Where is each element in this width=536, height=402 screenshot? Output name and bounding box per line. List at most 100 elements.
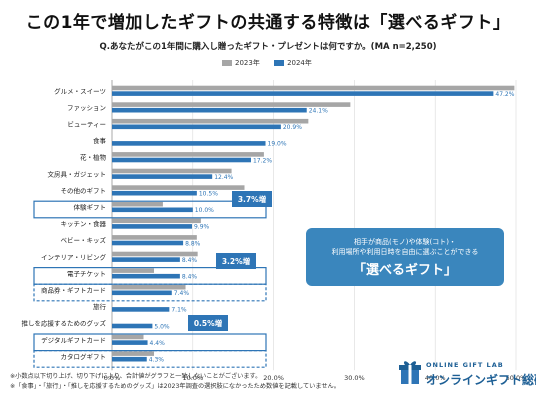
x-tick-label: 0.0%	[104, 374, 121, 382]
highlight-box	[33, 200, 267, 219]
x-tick-label: 30.0%	[344, 374, 365, 382]
category-label: ファッション	[67, 104, 106, 112]
legend-swatch-2024	[274, 60, 285, 66]
bar-2023	[112, 185, 245, 190]
category-label: 文房具・ガジェット	[48, 169, 107, 178]
footnote-1: ※小数点以下切り上げ、切り下げにより、合計値がグラフと一致しないことがございます…	[10, 373, 262, 380]
gift-box-icon	[399, 361, 421, 384]
increase-badge-label: 3.2%増	[222, 256, 251, 266]
x-tick-label: 40.0%	[425, 374, 446, 382]
bar-2023	[112, 235, 197, 240]
callout-box: 相手が商品(モノ)や体験(コト)・ 利用場所や利用日時を自由に選ぶことができる …	[306, 228, 504, 286]
highlight-box	[33, 283, 267, 302]
value-label-2024: 47.2%	[495, 91, 514, 98]
increase-badge	[232, 191, 272, 207]
value-label-2024: 12.4%	[214, 174, 233, 181]
bar-2024	[112, 207, 193, 213]
bar-2024	[112, 157, 251, 163]
category-label: デジタルギフトカード	[41, 335, 106, 344]
bar-2023	[112, 334, 144, 340]
callout-line-2: 利用場所や利用日時を自由に選ぶことができる	[331, 247, 479, 256]
bar-2024	[112, 240, 184, 246]
bar-2024	[112, 190, 197, 196]
category-label: 商品券・ギフトカード	[41, 286, 106, 295]
bar-2023	[112, 201, 163, 207]
value-label-2024: 8.8%	[185, 240, 201, 247]
value-label-2024: 9.9%	[194, 224, 210, 231]
page-title: この1年で増加したギフトの共通する特徴は「選べるギフト」	[25, 13, 511, 33]
increase-badge-label: 0.5%増	[194, 318, 223, 328]
value-label-2024: 5.0%	[154, 323, 170, 330]
bar-2023	[112, 251, 198, 257]
callout-line-1: 相手が商品(モノ)や体験(コト)・	[354, 237, 456, 246]
category-label: 旅行	[93, 302, 107, 311]
bar-2024	[112, 141, 266, 146]
legend-item-2024: 2024年	[274, 58, 312, 68]
category-label: 電子チケット	[67, 270, 106, 278]
value-label-2024: 19.0%	[268, 141, 287, 148]
value-label-2024: 24.1%	[309, 108, 328, 115]
logo-title: オンラインギフト総研	[426, 373, 536, 387]
value-label-2024: 7.1%	[171, 307, 187, 314]
bar-2023	[112, 218, 201, 224]
bar-2024	[112, 124, 281, 130]
x-tick-label: 10.0%	[182, 374, 203, 382]
value-label-2024: 17.2%	[253, 157, 272, 164]
legend-label-2024: 2024年	[287, 59, 312, 67]
bar-2023	[112, 85, 515, 91]
bar-2023	[112, 168, 232, 174]
highlight-box	[33, 350, 267, 368]
category-label: 体験ギフト	[74, 203, 107, 212]
value-label-2024: 8.4%	[182, 274, 198, 281]
legend-swatch-2023	[222, 60, 232, 66]
bar-2024	[112, 290, 172, 296]
bar-2024	[112, 273, 180, 279]
footnotes: ※小数点以下切り上げ、切り下げにより、合計値がグラフと一致しないことがございます…	[10, 372, 340, 392]
increase-badge	[216, 253, 256, 269]
legend-item-2023: 2023年	[222, 58, 260, 68]
category-label: 花・植物	[80, 153, 107, 162]
value-label-2024: 8.4%	[182, 257, 198, 264]
category-label: グルメ・スイーツ	[54, 86, 106, 95]
x-tick-label: 20.0%	[263, 374, 284, 382]
category-label: インテリア・リビング	[41, 252, 107, 261]
logo-subtitle: ONLINE GIFT LAB	[426, 361, 504, 369]
category-label: 推しを応援するためのグッズ	[22, 319, 107, 328]
bar-2024	[112, 307, 170, 312]
category-label: ベビー・キッズ	[61, 236, 107, 245]
category-label: キッチン・食器	[61, 219, 107, 228]
bar-2023	[112, 118, 309, 124]
value-label-2024: 20.9%	[283, 124, 302, 131]
footnote-2: ※「食事」・「旅行」・「推しを応援するためのグッズ」は2023年調査の選択肢にな…	[10, 383, 340, 390]
value-label-2024: 4.4%	[150, 340, 166, 347]
category-label: カタログギフト	[61, 352, 107, 361]
bar-2024	[112, 323, 153, 329]
bar-2023	[112, 152, 264, 157]
bar-2024	[112, 224, 192, 229]
value-label-2024: 7.4%	[174, 290, 190, 297]
bar-2024	[112, 340, 148, 345]
chart-legend: 2023年 2024年	[222, 58, 324, 68]
x-tick-label: 50.0%	[506, 374, 527, 382]
increase-badge	[188, 315, 228, 331]
category-label: ビューティー	[67, 120, 106, 129]
bar-2023	[112, 102, 351, 107]
value-label-2024: 10.5%	[199, 191, 218, 198]
brand-logo: ONLINE GIFT LAB オンラインギフト総研	[398, 355, 536, 395]
value-label-2024: 4.3%	[149, 357, 165, 364]
bar-2024	[112, 257, 180, 262]
bar-2024	[112, 174, 213, 179]
category-label: 食事	[93, 136, 107, 145]
value-label-2024: 10.0%	[195, 207, 214, 214]
callout-line-3: 「選べるギフト」	[352, 262, 457, 278]
bar-2023	[112, 284, 186, 290]
bar-2024	[112, 107, 307, 113]
category-label: その他のギフト	[61, 186, 107, 195]
bar-2023	[112, 268, 155, 273]
legend-label-2023: 2023年	[235, 59, 260, 67]
increase-badge-label: 3.7%増	[238, 194, 267, 204]
bar-2023	[112, 351, 155, 356]
bar-2024	[112, 91, 494, 96]
survey-question: Q.あなたがこの1年間に購入し贈ったギフト・プレゼントは何ですか。(MA n=2…	[99, 42, 437, 52]
